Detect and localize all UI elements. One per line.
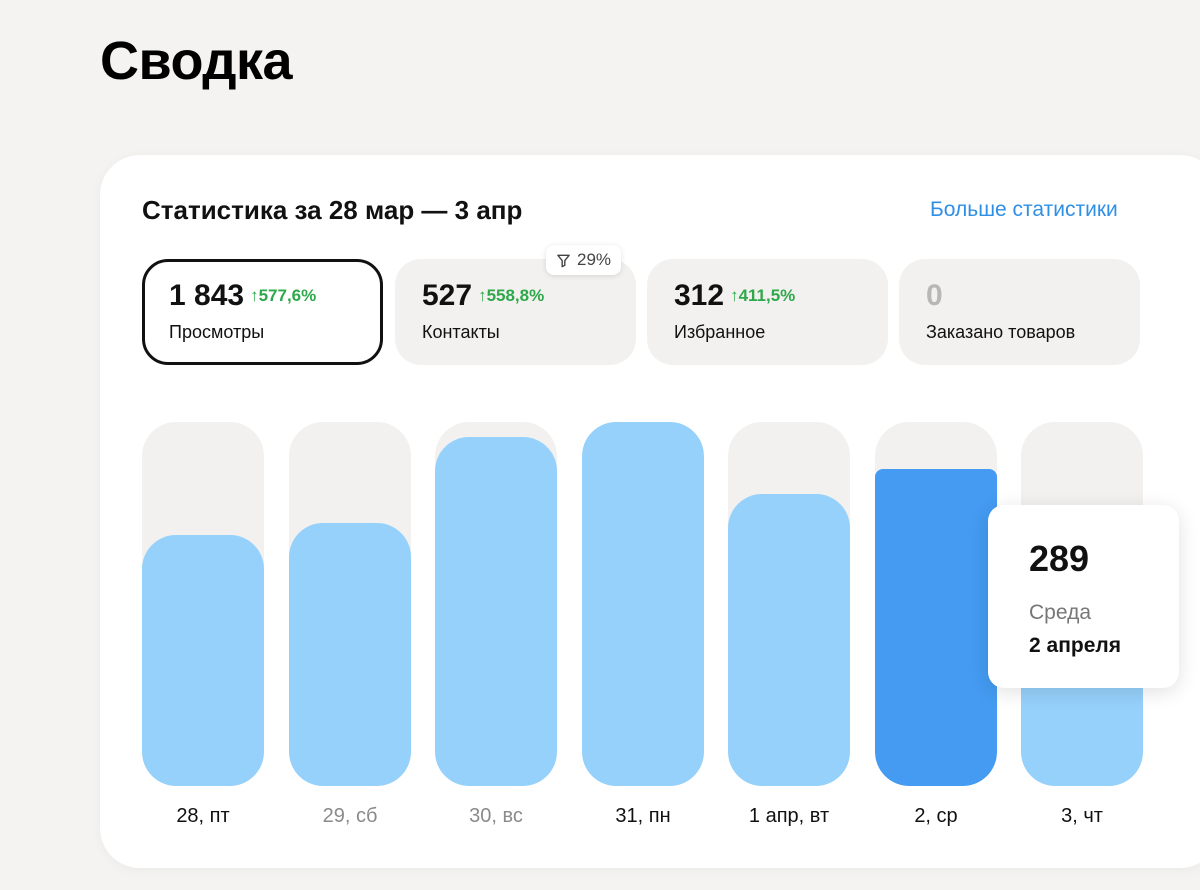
bar-fill	[289, 523, 411, 786]
bar-4[interactable]	[582, 422, 704, 786]
page-title: Сводка	[100, 31, 293, 91]
bar-fill	[582, 422, 704, 786]
bar-6[interactable]	[875, 422, 997, 786]
metric-value: 312 ↑411,5%	[674, 279, 796, 312]
conversion-badge: 29%	[546, 245, 622, 275]
bar-5[interactable]	[728, 422, 850, 786]
metric-views[interactable]: 1 843 ↑577,6% Просмотры	[142, 259, 383, 365]
views-bar-chart: 28, пт 29, сб 30, вс 31, пн 1 апр, вт 2, ср 3,…	[100, 155, 1200, 868]
metric-delta: ↑411,5%	[730, 286, 796, 305]
metric-value: 0	[926, 279, 943, 312]
bar-1[interactable]	[142, 422, 264, 786]
metric-orders[interactable]: 0 Заказано товаров	[899, 259, 1140, 365]
x-axis-label: 3, чт	[1061, 805, 1103, 827]
more-statistics-link[interactable]: Больше статистики	[930, 198, 1118, 221]
stats-card: Статистика за 28 мар — 3 апр Больше стат…	[100, 155, 1200, 868]
metric-favorites[interactable]: 312 ↑411,5% Избранное	[647, 259, 888, 365]
bar-fill	[142, 535, 264, 786]
bar-fill	[875, 469, 997, 786]
metric-delta: ↑577,6%	[250, 286, 317, 305]
tooltip-day: Среда	[1029, 601, 1091, 624]
metric-contacts[interactable]: 527 ↑558,8% Контакты	[395, 259, 636, 365]
metric-label: Просмотры	[169, 322, 265, 342]
metric-delta: ↑558,8%	[478, 286, 545, 305]
metric-value: 1 843 ↑577,6%	[169, 279, 317, 312]
x-axis-label: 2, ср	[914, 805, 958, 827]
chart-tooltip: 289 Среда 2 апреля	[988, 505, 1179, 688]
stats-title: Статистика за 28 мар — 3 апр	[142, 195, 523, 225]
x-axis-label: 28, пт	[176, 805, 230, 827]
bar-fill	[435, 437, 557, 786]
x-axis-label: 31, пн	[615, 805, 671, 827]
tooltip-date: 2 апреля	[1029, 634, 1121, 657]
x-axis-label: 29, сб	[322, 805, 378, 827]
x-axis-label: 1 апр, вт	[748, 805, 830, 827]
metric-label: Избранное	[674, 322, 766, 342]
conversion-value: 29%	[577, 250, 612, 269]
metric-label: Контакты	[422, 322, 500, 342]
bar-fill	[728, 494, 850, 786]
x-axis-label: 30, вс	[469, 805, 523, 827]
funnel-icon	[557, 254, 570, 267]
metric-label: Заказано товаров	[926, 322, 1076, 342]
metric-value: 527 ↑558,8%	[422, 279, 545, 312]
tooltip-value: 289	[1029, 538, 1090, 579]
bar-2[interactable]	[289, 422, 411, 786]
bar-3[interactable]	[435, 422, 557, 786]
